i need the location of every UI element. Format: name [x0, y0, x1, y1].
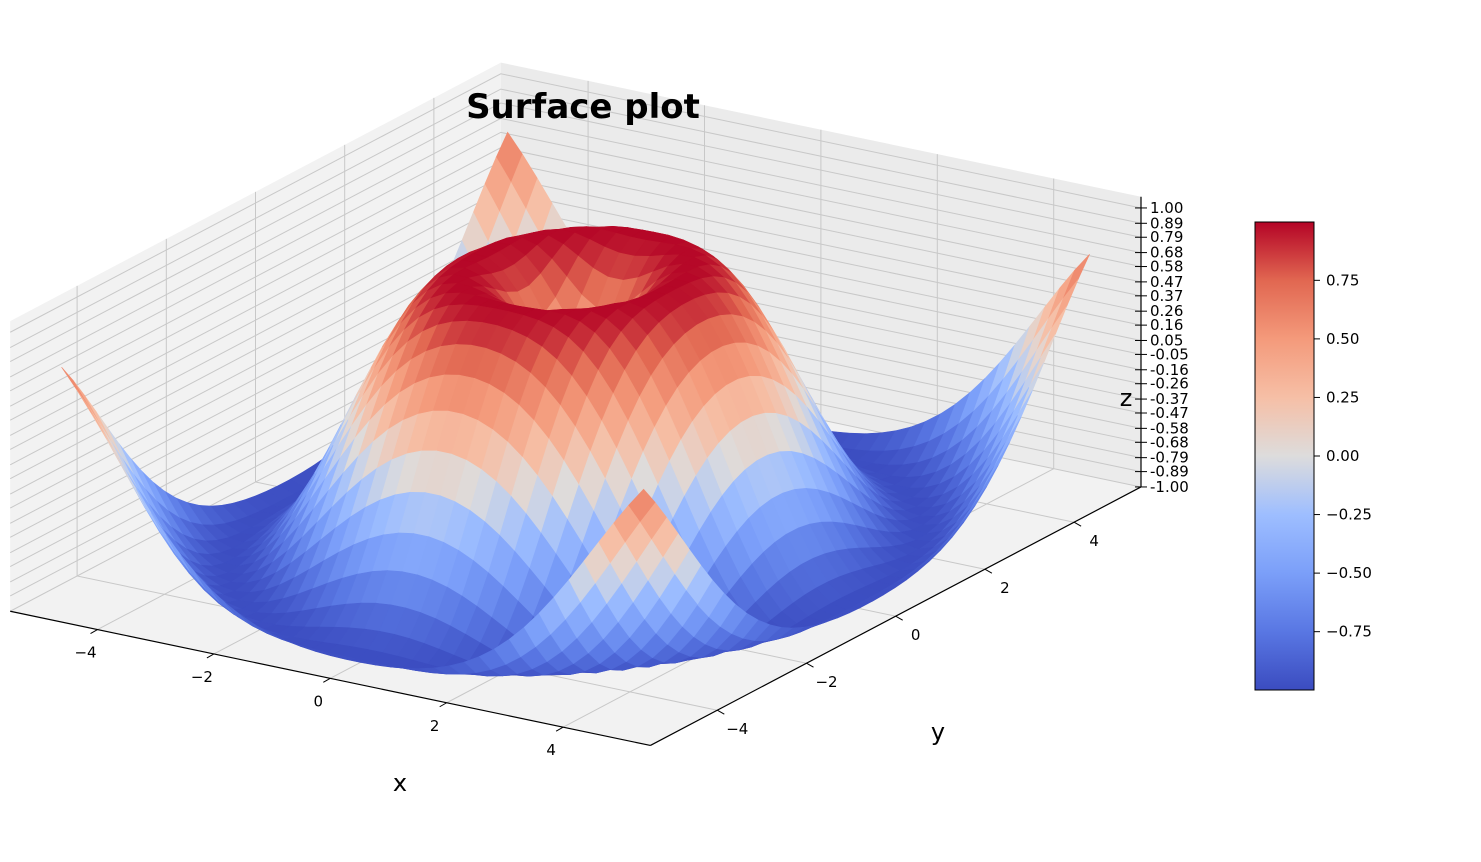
colorbar-tick-label: −0.50 [1326, 564, 1372, 582]
colorbar-gradient [1254, 221, 1315, 691]
x-tick-label: 2 [430, 717, 440, 735]
z-tick-label: 1.00 [1150, 199, 1183, 217]
z-tick-label: -1.00 [1150, 478, 1189, 496]
z-tick-label: -0.89 [1150, 463, 1189, 481]
z-grid-line [9, 73, 1142, 333]
y-tick-label: 2 [1000, 579, 1010, 597]
z-tick-label: 0.79 [1150, 228, 1183, 246]
z-grid-line [9, 88, 1142, 349]
z-tick-label: 0.47 [1150, 273, 1183, 291]
x-tick-label: 4 [546, 741, 556, 759]
z-tick-label: 0.68 [1150, 244, 1183, 262]
z-grid-line [9, 102, 1142, 362]
x-tick-label: 0 [314, 692, 324, 710]
colorbar-tick-label: 0.50 [1326, 330, 1359, 348]
z-tick-label: -0.37 [1150, 390, 1189, 408]
y-tick-label: 0 [911, 626, 921, 644]
surface-mesh [61, 131, 1090, 677]
x-tick-mark [323, 677, 331, 683]
colorbar-tick-label: −0.75 [1326, 623, 1372, 641]
z-tick-label: -0.26 [1150, 375, 1189, 393]
colorbar-tick-label: 0.25 [1326, 388, 1359, 406]
colorbar-tick-label: 0.75 [1326, 271, 1359, 289]
x-tick-label: −2 [191, 668, 213, 686]
z-tick-label: -0.05 [1150, 345, 1189, 363]
x-tick-label: −4 [74, 644, 96, 662]
z-tick-label: 0.26 [1150, 302, 1183, 320]
x-tick-mark [439, 702, 447, 708]
y-tick-label: 4 [1089, 532, 1099, 550]
x-tick-mark [555, 726, 564, 732]
colorbar-tick-label: 0.00 [1326, 447, 1359, 465]
y-axis-ticks: −4 −2 0 2 4 [717, 521, 1099, 738]
colorbar-tick-label: −0.25 [1326, 506, 1372, 524]
y-tick-label: −4 [726, 720, 748, 738]
z-tick-label: -0.47 [1150, 404, 1189, 422]
chart-title: Surface plot [466, 87, 700, 127]
x-axis-label: x [393, 769, 407, 797]
z-tick-label: -0.68 [1150, 433, 1189, 451]
z-tick-label: 0.58 [1150, 258, 1183, 276]
z-tick-label: 0.16 [1150, 316, 1183, 334]
z-tick-label: -0.16 [1150, 361, 1189, 379]
z-tick-label: 0.89 [1150, 214, 1183, 232]
y-tick-label: −2 [815, 673, 837, 691]
z-axis-ticks: 1.000.890.790.680.580.470.370.260.160.05… [1135, 199, 1189, 496]
z-grid-line [9, 117, 1142, 378]
colorbar: 0.75 0.50 0.25 0.00 −0.25 −0.50 −0.75 [1254, 221, 1372, 691]
x-tick-mark [90, 629, 98, 634]
z-tick-label: -0.79 [1150, 449, 1189, 467]
y-tick-mark [895, 615, 903, 621]
z-tick-label: 0.05 [1150, 331, 1183, 349]
y-axis-label: y [931, 718, 945, 746]
z-tick-label: -0.58 [1150, 419, 1189, 437]
y-tick-mark [717, 709, 725, 715]
x-tick-mark [206, 653, 215, 659]
x-axis-line [10, 610, 651, 747]
colorbar-ticks: 0.75 0.50 0.25 0.00 −0.25 −0.50 −0.75 [1314, 271, 1372, 641]
z-tick-label: 0.37 [1150, 287, 1183, 305]
surface-cell [628, 488, 656, 522]
z-axis-label: z [1120, 384, 1133, 412]
y-tick-mark [806, 662, 814, 668]
y-tick-mark [984, 568, 993, 574]
x-axis-ticks: −4 −2 0 2 4 [74, 629, 564, 759]
y-tick-mark [1073, 521, 1082, 527]
z-grid-line [9, 131, 1142, 392]
